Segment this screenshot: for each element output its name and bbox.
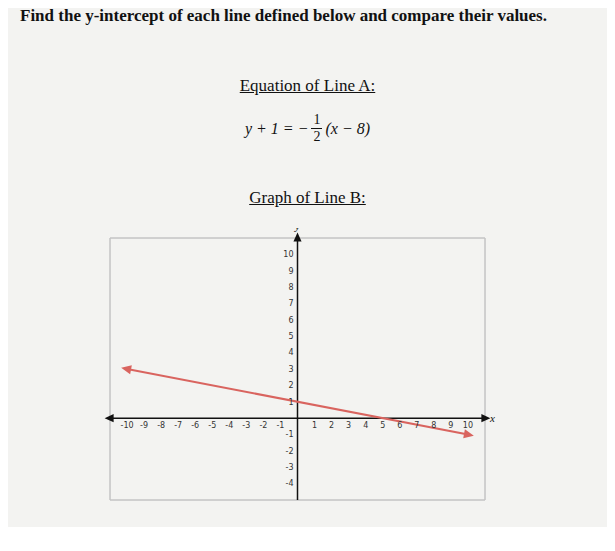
svg-text:10: 10 bbox=[283, 250, 293, 259]
svg-text:9: 9 bbox=[448, 421, 453, 430]
svg-text:6: 6 bbox=[397, 421, 402, 430]
html-text:y + 1 = − 1: y + 1 = − 1 bbox=[245, 112, 321, 137]
svg-text:-8: -8 bbox=[157, 421, 165, 430]
svg-text:x: x bbox=[489, 412, 495, 424]
svg-text:y: y bbox=[294, 228, 300, 232]
svg-text:9: 9 bbox=[288, 267, 293, 276]
html-text:Find the y-intercept of each l: Find the y-intercept of each line define… bbox=[20, 6, 547, 25]
html-text:Graph of Line B:: Graph of Line B: bbox=[249, 188, 366, 207]
html-text:2 (x − 8): 2 (x − 8) bbox=[313, 119, 370, 144]
svg-text:-6: -6 bbox=[191, 421, 199, 430]
svg-text:6: 6 bbox=[288, 316, 293, 325]
svg-text:-4: -4 bbox=[225, 421, 233, 430]
svg-text:-1: -1 bbox=[286, 430, 294, 439]
svg-text:4: 4 bbox=[363, 421, 368, 430]
svg-text:3: 3 bbox=[346, 421, 351, 430]
svg-text:-7: -7 bbox=[174, 421, 182, 430]
svg-text:8: 8 bbox=[288, 283, 293, 292]
svg-text:5: 5 bbox=[380, 421, 385, 430]
svg-text:3: 3 bbox=[288, 365, 293, 374]
svg-text:-3: -3 bbox=[286, 463, 294, 472]
svg-text:2: 2 bbox=[288, 381, 293, 390]
svg-text:2: 2 bbox=[329, 421, 334, 430]
svg-text:8: 8 bbox=[431, 421, 436, 430]
svg-text:-4: -4 bbox=[286, 479, 294, 488]
svg-text:1: 1 bbox=[312, 421, 317, 430]
svg-text:4: 4 bbox=[288, 348, 293, 357]
svg-text:-9: -9 bbox=[140, 421, 148, 430]
html-text:Equation of Line A:: Equation of Line A: bbox=[239, 76, 376, 95]
svg-text:-2: -2 bbox=[259, 421, 267, 430]
svg-text:-10: -10 bbox=[121, 421, 134, 430]
svg-text:-1: -1 bbox=[276, 421, 284, 430]
svg-text:-5: -5 bbox=[208, 421, 216, 430]
svg-text:1: 1 bbox=[288, 398, 293, 407]
svg-text:-3: -3 bbox=[242, 421, 250, 430]
svg-text:7: 7 bbox=[288, 299, 293, 308]
svg-text:5: 5 bbox=[288, 332, 293, 341]
svg-text:10: 10 bbox=[463, 421, 473, 430]
svg-text:7: 7 bbox=[414, 421, 419, 430]
svg-text:-2: -2 bbox=[286, 447, 294, 456]
